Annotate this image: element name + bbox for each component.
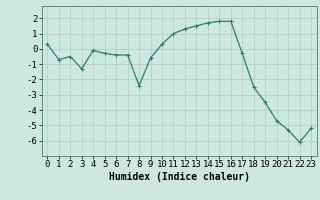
- X-axis label: Humidex (Indice chaleur): Humidex (Indice chaleur): [109, 172, 250, 182]
